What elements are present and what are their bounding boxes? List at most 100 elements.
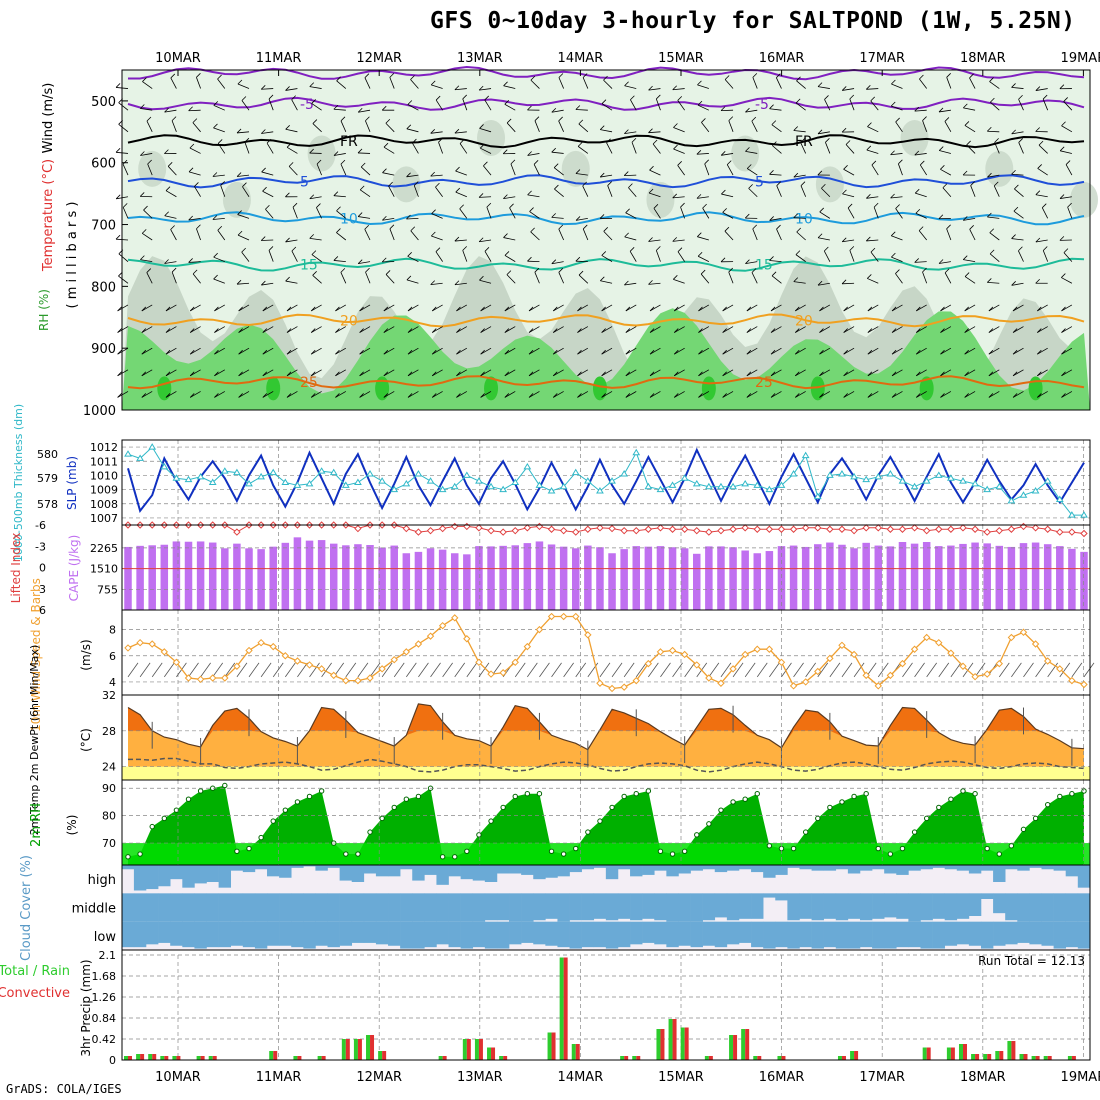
surface-wind-barb bbox=[793, 662, 804, 678]
precip-total-bar bbox=[680, 1027, 685, 1060]
wind-barb bbox=[504, 103, 516, 111]
wind-barb bbox=[333, 153, 346, 156]
wind-barb-flag bbox=[214, 306, 219, 312]
wind-barb-flag bbox=[456, 371, 461, 377]
rh2m-point bbox=[718, 807, 724, 813]
cloud-bar-middle bbox=[823, 893, 837, 919]
rh-upper-patch bbox=[731, 135, 760, 172]
wind-barb bbox=[653, 208, 661, 219]
cloud-bar-middle bbox=[763, 893, 776, 898]
wind-barb-flag bbox=[938, 214, 944, 220]
wind-barb bbox=[213, 278, 225, 284]
cloud-bar-middle bbox=[666, 893, 679, 922]
wind-speed-point bbox=[148, 640, 156, 648]
precip-total-bar bbox=[499, 1056, 504, 1060]
rh2m-point bbox=[875, 845, 881, 852]
thickness-point bbox=[983, 485, 992, 493]
wind-barb-flag bbox=[214, 371, 219, 377]
rh2m-point bbox=[488, 818, 494, 824]
wind-barb bbox=[891, 369, 903, 377]
cloud-bar-high bbox=[146, 865, 159, 890]
wind-barb bbox=[724, 230, 734, 241]
cloud-bar-high bbox=[835, 865, 849, 870]
cloud-bar-high bbox=[678, 865, 691, 874]
wind-barb-flag bbox=[938, 107, 944, 113]
cloud-bar-middle bbox=[472, 893, 486, 922]
wind-barb bbox=[800, 142, 807, 154]
wind-barb-flag bbox=[770, 306, 776, 312]
rh2m-point bbox=[343, 851, 349, 857]
wind-barb bbox=[696, 153, 709, 155]
rh2m-point bbox=[839, 799, 845, 805]
rh2m-point bbox=[573, 845, 579, 852]
li-point bbox=[765, 525, 774, 533]
wind-barb-flag bbox=[504, 349, 510, 355]
wind-barb bbox=[262, 369, 274, 377]
cape-bar bbox=[342, 545, 350, 610]
wind-barb-flag bbox=[381, 257, 387, 263]
cloud-bar-middle bbox=[1005, 893, 1018, 921]
wind-barb bbox=[625, 347, 637, 355]
cloud-bar-low bbox=[1005, 921, 1018, 945]
thickness-tick-label: 579 bbox=[37, 472, 58, 485]
li-point bbox=[983, 528, 991, 536]
wind-speed-point bbox=[826, 654, 834, 663]
li-point bbox=[354, 524, 362, 533]
date-label-bottom: 17MAR bbox=[859, 1070, 905, 1085]
wind-barb bbox=[435, 99, 443, 111]
wind-barb bbox=[190, 304, 201, 312]
wind-barb bbox=[309, 196, 322, 200]
wind-speed-point bbox=[463, 635, 471, 643]
thickness-point bbox=[692, 479, 701, 487]
rh2m-point bbox=[1069, 791, 1075, 797]
precip-convective-bar bbox=[684, 1027, 689, 1060]
cloud-bar-middle bbox=[678, 893, 691, 922]
wind-barb-flag bbox=[817, 129, 823, 135]
li-point bbox=[753, 525, 761, 533]
precip-convective-bar bbox=[962, 1044, 967, 1060]
wind-barb bbox=[529, 211, 540, 219]
wind-barb bbox=[630, 99, 637, 111]
cape-bar bbox=[1056, 546, 1064, 610]
wind-speed-point bbox=[487, 670, 495, 678]
wind-barb bbox=[238, 391, 250, 398]
surface-wind-barb bbox=[478, 662, 490, 678]
li-point bbox=[499, 528, 507, 536]
cloud-bar-middle bbox=[496, 893, 510, 921]
cape-tick-label: 2265 bbox=[90, 542, 118, 555]
wind-barb-flag bbox=[895, 269, 900, 274]
wind-barb bbox=[649, 369, 661, 377]
wind-barb bbox=[504, 369, 516, 377]
cloud-bar-low bbox=[993, 921, 1006, 946]
wind-barb bbox=[504, 347, 516, 355]
li-point bbox=[741, 524, 749, 532]
cloud-bar-middle bbox=[279, 893, 292, 922]
wind-barb bbox=[480, 304, 492, 312]
wind-barb-flag bbox=[987, 172, 992, 178]
wind-barb bbox=[793, 174, 806, 178]
wind-barb bbox=[942, 187, 952, 197]
wind-barb bbox=[697, 104, 710, 111]
wind-barb bbox=[674, 347, 685, 355]
rh2m-point bbox=[548, 848, 555, 854]
wind-barb-flag bbox=[989, 249, 995, 255]
wind-barb-flag bbox=[819, 207, 825, 213]
wind-barb-flag bbox=[649, 165, 654, 171]
wind-barb-flag bbox=[649, 371, 655, 377]
wind-barb-flag bbox=[291, 246, 297, 252]
wind-barb bbox=[648, 282, 661, 285]
thickness-point bbox=[208, 478, 217, 485]
wind-barb-flag bbox=[1063, 97, 1068, 102]
cloud-bar-low bbox=[484, 921, 498, 949]
wind-barb-flag bbox=[849, 246, 855, 251]
rh2m-point bbox=[633, 791, 639, 797]
cloud-bar-high bbox=[315, 865, 328, 871]
cloud-bar-middle bbox=[218, 893, 232, 922]
wind-barb bbox=[484, 99, 492, 111]
wind-barb-flag bbox=[455, 166, 460, 172]
wind-barb-flag bbox=[599, 214, 605, 219]
cape-li-frame bbox=[121, 524, 1091, 611]
cloud-bar-low bbox=[363, 921, 377, 943]
wind-speed-point bbox=[922, 633, 931, 642]
cloud-bar-high bbox=[980, 865, 994, 871]
